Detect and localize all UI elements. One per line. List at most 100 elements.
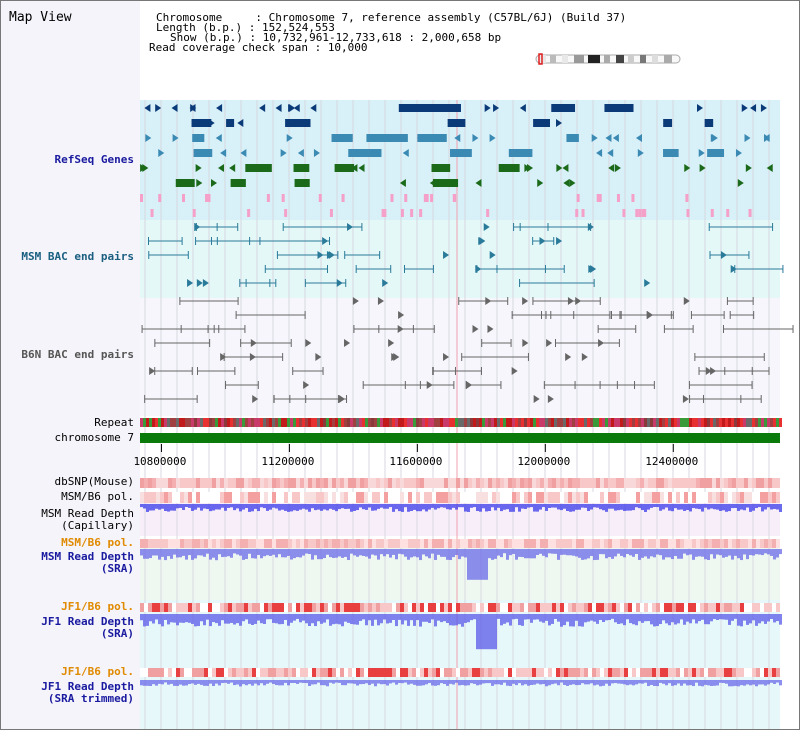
repeat-segment — [221, 418, 224, 427]
bac-arrow — [322, 237, 329, 245]
gene-arrow — [275, 104, 282, 112]
pol-cell — [588, 539, 592, 548]
pol-cell — [272, 539, 276, 548]
depth-bar — [608, 680, 611, 686]
depth-bar — [335, 680, 338, 683]
pol-cell — [728, 492, 732, 503]
pol-cell — [196, 478, 200, 488]
depth-bar — [161, 614, 164, 627]
repeat-segment — [776, 418, 779, 427]
depth-bar — [257, 504, 260, 512]
pol-cell — [652, 668, 656, 677]
bac-arrow — [196, 279, 203, 287]
pol-cell — [412, 603, 416, 612]
depth-bar — [392, 549, 395, 555]
depth-bar — [191, 614, 194, 624]
repeat-segment — [536, 418, 539, 427]
pol-cell — [628, 492, 632, 503]
depth-bar — [395, 614, 398, 627]
pol-cell — [436, 603, 440, 612]
depth-bar — [389, 680, 392, 684]
gene — [450, 149, 472, 157]
msm-bac-label[interactable]: MSM BAC end pairs — [21, 250, 134, 263]
depth-bar — [683, 504, 686, 511]
pol-cell — [324, 539, 328, 548]
repeat-segment — [350, 418, 353, 427]
depth-bar — [338, 614, 341, 625]
repeat-segment — [254, 418, 257, 427]
refseq-label[interactable]: RefSeq Genes — [54, 153, 134, 166]
span-info: Read coverage check span : 10,000 — [149, 42, 368, 53]
pol-cell — [652, 492, 656, 503]
depth-bar — [500, 680, 503, 685]
pink-mark — [410, 209, 414, 217]
pol-cell — [588, 668, 592, 677]
repeat-segment — [593, 418, 596, 427]
depth-bar — [758, 549, 761, 555]
repeat-segment — [557, 418, 560, 427]
depth-bar — [326, 549, 329, 555]
gene-arrow — [399, 179, 406, 187]
bac-arrow — [522, 297, 529, 305]
depth-bar — [764, 680, 767, 686]
b6n-bac-label[interactable]: B6N BAC end pairs — [21, 348, 134, 361]
pol-cell — [648, 539, 652, 548]
depth-bar — [326, 504, 329, 511]
depth-bar — [341, 680, 344, 686]
depth-bar — [383, 614, 386, 620]
pol-cell — [436, 492, 440, 503]
pol-cell — [760, 478, 764, 488]
depth-bar — [746, 614, 749, 625]
pol-cell — [144, 668, 148, 677]
depth-bar — [416, 504, 419, 512]
depth-bar — [236, 504, 239, 509]
depth-bar — [191, 680, 194, 684]
pol-cell — [312, 492, 316, 503]
pol-cell — [736, 539, 740, 548]
depth-bar — [338, 680, 341, 683]
pol-cell — [660, 539, 664, 548]
pol-cell — [468, 492, 472, 503]
depth-bar — [452, 549, 455, 558]
depth-bar — [536, 504, 539, 512]
pol-cell — [364, 603, 368, 612]
pol-cell — [508, 478, 512, 488]
depth-bar — [470, 680, 473, 684]
gene — [704, 119, 714, 127]
bac-arrow — [511, 367, 518, 375]
pol-cell — [432, 478, 436, 488]
depth-bar — [155, 680, 158, 686]
depth-bar — [695, 549, 698, 557]
depth-bar — [434, 549, 437, 560]
pol-cell — [336, 478, 340, 488]
depth-bar — [491, 680, 494, 686]
pol-cell — [720, 603, 724, 612]
depth-bar — [494, 614, 497, 650]
pol-cell — [376, 478, 380, 488]
depth-bar — [617, 614, 620, 624]
depth-bar — [680, 614, 683, 620]
pol-cell — [204, 478, 208, 488]
pol-cell — [548, 603, 552, 612]
pol-cell — [444, 539, 448, 548]
pol-cell — [664, 603, 668, 612]
pol-cell — [484, 492, 488, 503]
pol-cell — [320, 539, 324, 548]
pol-cell — [224, 492, 228, 503]
gene-arrow — [607, 149, 614, 157]
depth-bar — [143, 614, 146, 627]
repeat-segment — [485, 418, 488, 427]
depth-bar — [341, 614, 344, 627]
repeat-segment — [491, 418, 494, 427]
ideogram-band — [664, 55, 672, 63]
chromosome-ideogram[interactable] — [530, 53, 682, 65]
pol-cell — [404, 478, 408, 488]
depth-bar — [281, 680, 284, 686]
depth-bar — [323, 614, 326, 623]
depth-bar — [560, 680, 563, 683]
depth-bar — [332, 549, 335, 558]
depth-bar — [668, 680, 671, 684]
pol-cell — [528, 478, 532, 488]
gene-arrow — [745, 164, 752, 172]
